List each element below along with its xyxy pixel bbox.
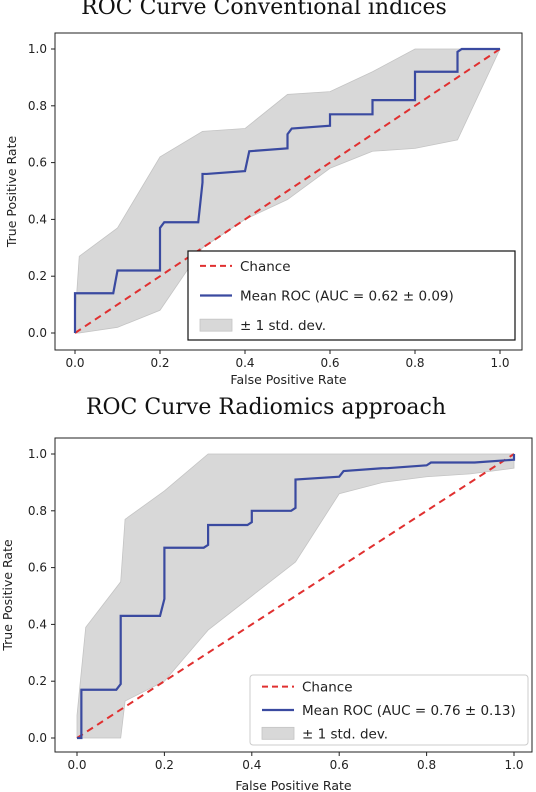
legend-box [249, 674, 529, 746]
legend-std-swatch [261, 726, 295, 740]
y-tick-label: 1.0 [28, 42, 47, 56]
x-tick-label: 0.8 [405, 356, 424, 370]
legend-roc-label: Mean ROC (AUC = 0.62 ± 0.09) [240, 289, 454, 305]
x-tick-label: 0.4 [235, 356, 254, 370]
x-axis-label: False Positive Rate [235, 778, 351, 792]
y-axis-label: True Positive Rate [0, 539, 15, 652]
legend: Chance Mean ROC (AUC = 0.76 ± 0.13) ± 1 st… [249, 674, 529, 746]
legend: Chance Mean ROC (AUC = 0.62 ± 0.09) ± 1 st… [187, 250, 516, 341]
x-tick-label: 1.0 [490, 356, 509, 370]
x-tick-label: 0.2 [155, 758, 174, 772]
y-axis-label: True Positive Rate [4, 136, 19, 249]
legend-std-label: ± 1 std. dev. [240, 318, 326, 334]
plot-frame [54, 437, 533, 753]
legend-chance-label: Chance [240, 259, 291, 275]
x-tick-label: 0.0 [67, 758, 86, 772]
legend-std-swatch [199, 318, 233, 332]
mean-roc-line [73, 47, 500, 333]
x-tick-label: 1.0 [504, 758, 523, 772]
y-tick-label: 0.0 [28, 731, 47, 745]
x-axis-label: False Positive Rate [230, 372, 346, 387]
x-tick-label: 0.4 [242, 758, 261, 772]
chart-title: ROC Curve Conventional indices [81, 0, 447, 20]
y-tick-label: 0.4 [28, 212, 47, 226]
y-tick-label: 0.8 [28, 504, 47, 518]
x-tick-label: 0.8 [417, 758, 436, 772]
x-tick-label: 0.0 [65, 356, 84, 370]
legend-chance-label: Chance [302, 680, 353, 696]
x-tick-label: 0.6 [320, 356, 339, 370]
y-tick-label: 0.8 [28, 99, 47, 113]
y-tick-label: 0.4 [28, 617, 47, 631]
y-tick-label: 0.2 [28, 674, 47, 688]
y-tick-label: 0.6 [28, 156, 47, 170]
chart-2: ROC Curve Radiomics approach 0.0 0.2 0.4 0.6… [0, 395, 533, 792]
std-dev-band [76, 453, 515, 739]
legend-box [187, 250, 516, 341]
mean-roc-line [77, 454, 516, 740]
chance-line [74, 48, 501, 334]
legend-std-label: ± 1 std. dev. [302, 726, 388, 742]
y-tick-label: 0.6 [28, 561, 47, 575]
x-tick-label: 0.6 [330, 758, 349, 772]
chance-line [76, 453, 515, 739]
chart-1: ROC Curve Conventional indices 0.0 0.2 0.4 0… [4, 0, 523, 387]
chart-title: ROC Curve Radiomics approach [86, 395, 446, 420]
plot-frame [54, 32, 523, 351]
legend-roc-label: Mean ROC (AUC = 0.76 ± 0.13) [302, 703, 516, 719]
y-tick-label: 1.0 [28, 447, 47, 461]
x-tick-label: 0.2 [150, 356, 169, 370]
y-tick-label: 0.2 [28, 269, 47, 283]
y-tick-label: 0.0 [28, 326, 47, 340]
